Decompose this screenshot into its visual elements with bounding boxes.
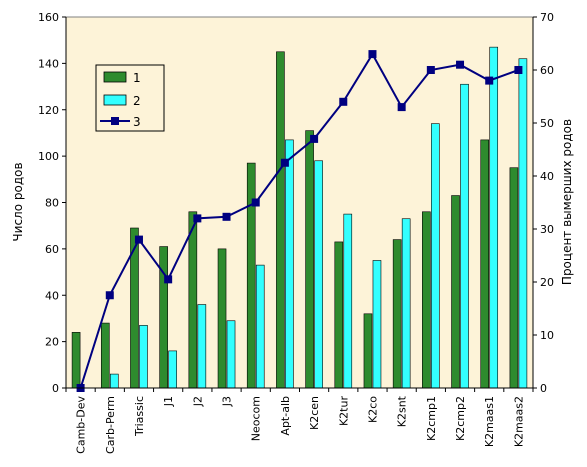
y-tick-label: 80 xyxy=(45,197,59,210)
bar-series2-Triassic xyxy=(139,325,148,389)
bar-series1-Apt-alb xyxy=(276,51,285,389)
axes-layer: 0 20 40 60 80 100 120 140 160 0 10 20 30 40 50 60 70 Camb… xyxy=(38,11,554,454)
legend-swatch-1 xyxy=(103,71,127,83)
bar-series1-J2 xyxy=(188,211,198,389)
point-series3-K2maas1 xyxy=(485,76,494,85)
legend-swatch-2 xyxy=(103,94,127,106)
y-tick-label: 100 xyxy=(38,150,59,163)
y-tick-label: 60 xyxy=(45,243,59,256)
point-series3-K2snt xyxy=(397,103,406,112)
bar-series2-Apt-alb xyxy=(285,139,294,389)
y-tick-label: 20 xyxy=(45,336,59,349)
y2-tick-label: 10 xyxy=(540,329,554,342)
y-tick-label: 0 xyxy=(52,382,59,395)
point-series3-K2tur xyxy=(339,97,348,106)
bar-series1-Carb-Perm xyxy=(100,322,110,389)
legend: 1 2 3 xyxy=(95,64,165,132)
y-tick-label: 120 xyxy=(38,104,59,117)
bar-series1-K2maas2 xyxy=(509,167,519,389)
y2-tick-label: 30 xyxy=(540,223,554,236)
point-series3-K2maas2 xyxy=(514,66,523,74)
y2-tick-label: 60 xyxy=(540,64,554,77)
legend-label-3: 3 xyxy=(133,115,141,129)
y2-tick-label: 50 xyxy=(540,117,554,130)
bar-series1-K2tur xyxy=(334,241,344,389)
y2-axis-title: Процент вымерших родов xyxy=(560,119,574,285)
bar-series2-Neocom xyxy=(255,264,265,389)
x-tick-label: K2tur xyxy=(337,396,350,426)
x-tick-label: K2cen xyxy=(308,396,321,430)
bar-series2-K2co xyxy=(372,260,382,389)
bar-series2-K2cmp1 xyxy=(431,123,440,389)
y2-tick-label: 40 xyxy=(540,170,554,183)
x-tick-label: K2maas1 xyxy=(483,396,496,447)
y2-tick-label: 0 xyxy=(540,382,547,395)
point-series3-Triassic xyxy=(134,235,143,244)
point-series3-Neocom xyxy=(251,198,260,207)
bar-series2-K2tur xyxy=(343,213,353,389)
bar-series2-K2cmp2 xyxy=(460,83,469,389)
bar-series2-K2cen xyxy=(314,160,323,389)
bar-series2-K2maas1 xyxy=(489,46,499,389)
x-tick-label: K2cmp2 xyxy=(454,396,467,441)
bar-series2-J1 xyxy=(168,350,177,389)
y-tick-label: 140 xyxy=(38,57,59,70)
y2-tick-label: 70 xyxy=(540,11,554,24)
legend-label-2: 2 xyxy=(133,94,141,108)
point-series3-K2cmp1 xyxy=(426,66,435,74)
bar-series1-K2snt xyxy=(392,239,402,389)
point-series3-J2 xyxy=(193,214,202,223)
bar-series1-K2cmp2 xyxy=(451,195,460,389)
point-series3-Apt-alb xyxy=(280,158,289,167)
legend-label-1: 1 xyxy=(133,71,141,85)
bar-series2-K2snt xyxy=(401,218,411,389)
y-tick-label: 160 xyxy=(38,11,59,24)
x-tick-label: J1 xyxy=(162,396,175,407)
bar-series1-K2cmp1 xyxy=(422,211,431,389)
point-series3-K2co xyxy=(368,50,377,59)
bar-series1-Neocom xyxy=(246,162,256,389)
bar-series2-Carb-Perm xyxy=(109,373,119,389)
legend-marker-3 xyxy=(111,117,119,125)
x-tick-label: Neocom xyxy=(250,396,263,441)
y-tick-label: 40 xyxy=(45,289,59,302)
x-tick-label: J3 xyxy=(221,396,234,407)
bar-series1-K2cen xyxy=(305,130,314,389)
bars-layer xyxy=(71,46,528,389)
point-series3-K2cmp2 xyxy=(456,60,465,69)
x-tick-label: K2co xyxy=(366,396,379,423)
x-tick-label: Apt-alb xyxy=(279,396,292,436)
bar-series1-K2maas1 xyxy=(480,139,490,389)
x-tick-label: J2 xyxy=(191,396,204,407)
x-tick-label: K2maas2 xyxy=(512,396,525,447)
x-tick-label: Camb-Dev xyxy=(75,396,88,454)
bar-series1-J3 xyxy=(217,248,227,389)
line-series3 xyxy=(79,52,519,389)
bar-series1-K2co xyxy=(363,313,373,389)
bar-series2-K2maas2 xyxy=(518,58,528,389)
line-layer xyxy=(76,50,523,392)
x-tick-label: K2snt xyxy=(396,395,409,427)
y-axis-title: Число родов xyxy=(11,162,25,241)
x-tick-label: K2cmp1 xyxy=(425,396,438,441)
point-series3-J1 xyxy=(164,275,173,284)
bar-series2-J3 xyxy=(226,320,236,389)
bar-series1-Camb-Dev xyxy=(71,332,81,389)
x-tick-label: Carb-Perm xyxy=(104,396,117,454)
point-series3-Carb-Perm xyxy=(105,291,114,300)
point-series3-J3 xyxy=(222,212,231,221)
y2-tick-label: 20 xyxy=(540,276,554,289)
x-tick-label: Triassic xyxy=(133,396,146,437)
bar-series2-J2 xyxy=(197,304,207,389)
point-series3-K2cen xyxy=(310,134,319,143)
